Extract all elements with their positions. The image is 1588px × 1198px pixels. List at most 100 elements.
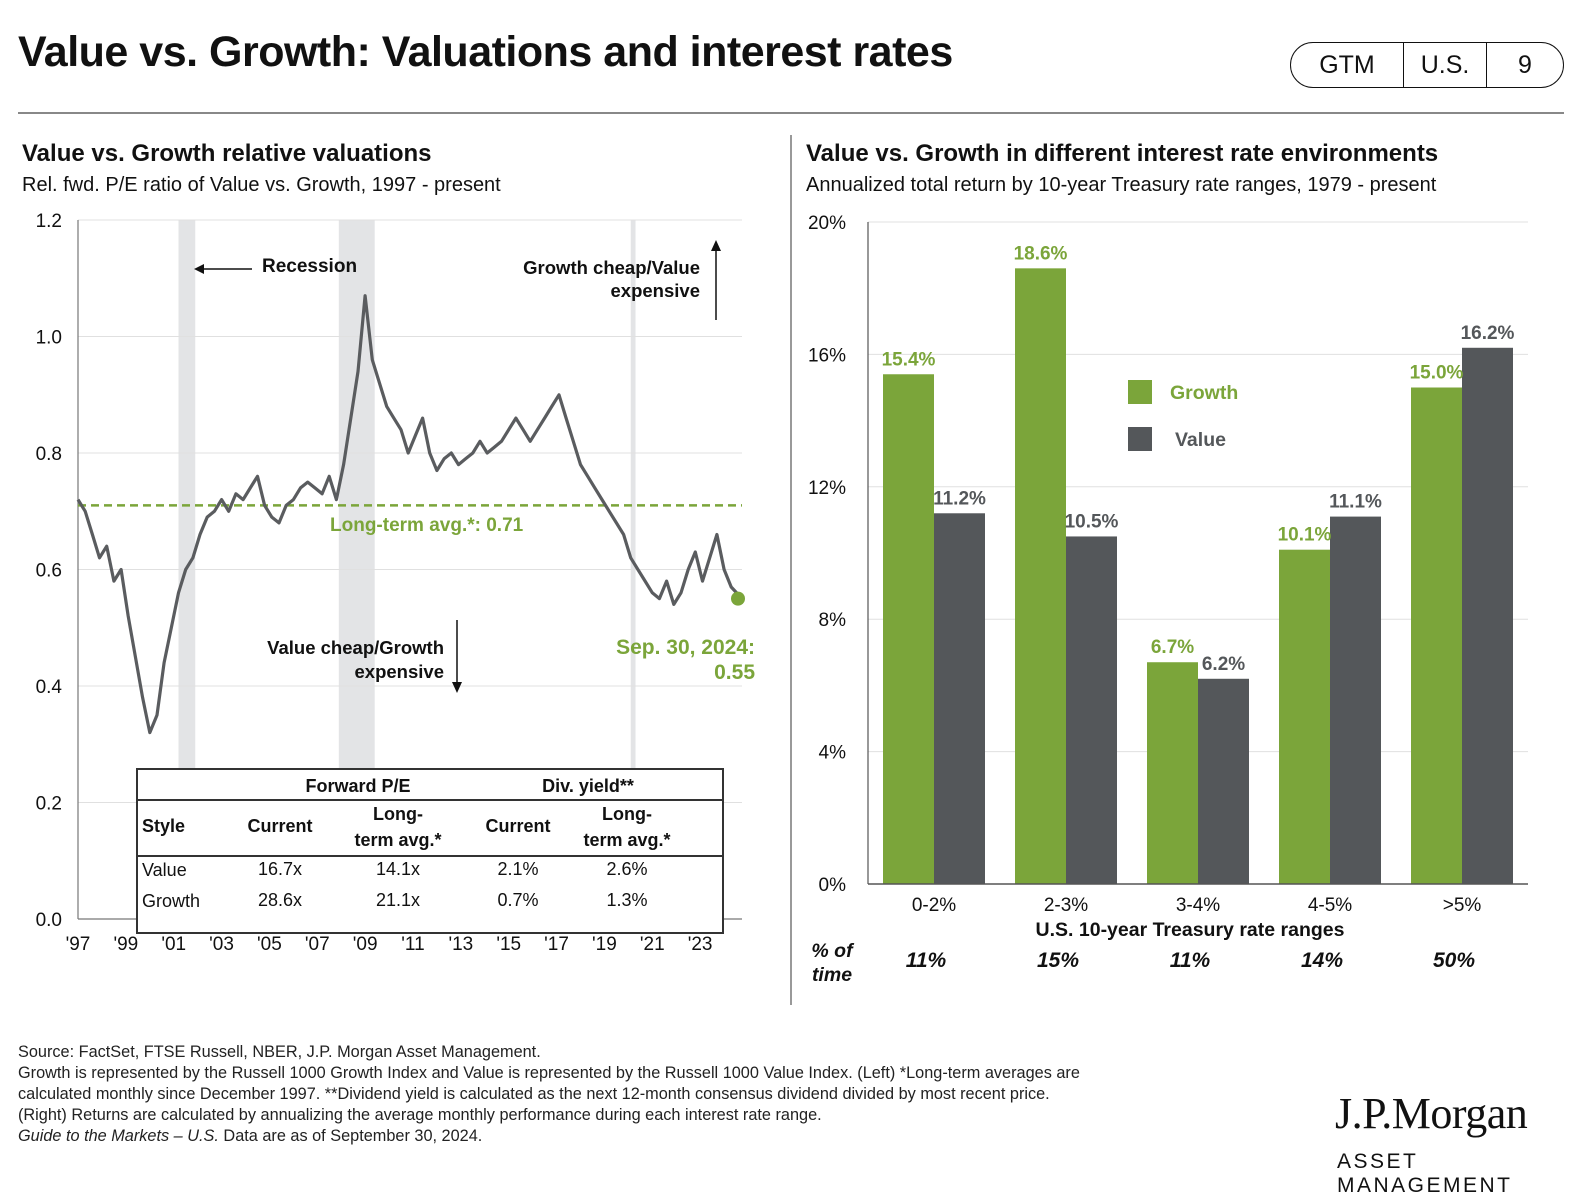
footnotes: Source: FactSet, FTSE Russell, NBER, J.P… [18, 1042, 1308, 1147]
down-arrow-head [452, 682, 462, 693]
footnote-2: calculated monthly since December 1997. … [18, 1085, 1050, 1103]
table-header-dy-avg-2: term avg.* [583, 830, 671, 850]
pct-time-value: 11% [1170, 949, 1211, 972]
value-cheap-label-1: Value cheap/Growth [267, 637, 444, 658]
x-tick-labels: 0-2% 2-3% 3-4% 4-5% >5% [912, 895, 1482, 916]
x-tick-labels: '97 '99 '01 '03 '05 '07 '09 '11 '13 '15 '17 '19 '21 '… [66, 934, 713, 955]
up-arrow-head [711, 240, 721, 251]
bar-value-label: 6.2% [1202, 654, 1245, 675]
gtm-badge-label: GTM [1291, 43, 1404, 87]
y-tick-label: 4% [819, 743, 847, 764]
x-tick-label: '13 [448, 934, 473, 955]
pct-time-values: 11% 15% 11% 14% 50% [906, 949, 1476, 972]
y-tick-labels: 0% 4% 8% 12% 16% 20% [808, 213, 846, 896]
y-tick-label: 0.8 [36, 444, 62, 465]
x-tick-label: '11 [401, 934, 424, 955]
y-tick-label: 12% [808, 478, 846, 499]
pct-time-value: 15% [1037, 949, 1079, 972]
x-axis-title: U.S. 10-year Treasury rate ranges [1036, 919, 1345, 941]
table-header-pe-avg-1: Long- [373, 804, 423, 824]
y-tick-label: 0.4 [36, 677, 63, 698]
y-tick-label: 16% [808, 345, 846, 366]
value-cheap-label-2: expensive [355, 661, 444, 682]
x-tick-label: '09 [353, 934, 378, 955]
bar-value-label: 10.5% [1065, 511, 1119, 532]
x-tick-label: '01 [161, 934, 186, 955]
region-badge-label: U.S. [1404, 43, 1487, 87]
relative-pe-series-line [76, 294, 744, 735]
y-gridlines [78, 219, 742, 803]
bar-value-label: 16.2% [1461, 323, 1515, 344]
page-title: Value vs. Growth: Valuations and interes… [18, 28, 953, 76]
left-chart-title: Value vs. Growth relative valuations [22, 140, 432, 167]
table-cell: 28.6x [257, 890, 303, 910]
x-tick-label: '99 [113, 934, 138, 955]
growth-cheap-label-1: Growth cheap/Value [523, 257, 700, 278]
table-header-pe-current: Current [247, 816, 313, 836]
jpmorgan-logo: J.P.Morgan [1335, 1089, 1528, 1138]
table-cell: 16.7x [257, 859, 303, 879]
gtm-badge: GTM U.S. 9 [1290, 42, 1564, 88]
latest-label-date: Sep. 30, 2024: [616, 636, 755, 659]
y-tick-label: 0.0 [36, 910, 62, 931]
y-tick-label: 1.2 [36, 211, 62, 232]
bar-value-label: 15.4% [882, 349, 936, 370]
pct-time-value: 11% [906, 949, 947, 972]
footnote-guide-title: Guide to the Markets – U.S. [18, 1127, 219, 1145]
table-cell-style: Value [142, 860, 187, 880]
bar-growth [1015, 268, 1066, 885]
x-tick-label: 0-2% [912, 895, 956, 916]
x-tick-label: '23 [688, 934, 713, 955]
footnote-source: Source: FactSet, FTSE Russell, NBER, J.P… [18, 1043, 541, 1061]
bar-value [1198, 678, 1249, 884]
bar-value [934, 513, 985, 884]
table-cell: 21.1x [375, 890, 421, 910]
footnote-3: (Right) Returns are calculated by annual… [18, 1106, 822, 1124]
pct-time-value: 14% [1301, 949, 1343, 972]
table-header-style: Style [142, 816, 186, 836]
rate-environment-bar-chart: 0% 4% 8% 12% 16% 20% 15.4% 11.2% 18.6% 10.5% 6.7%… [808, 213, 1528, 986]
latest-label-value: 0.55 [714, 661, 755, 684]
bar-value-label: 15.0% [1410, 363, 1464, 384]
table-cell-style: Growth [142, 891, 201, 911]
y-tick-label: 0% [819, 875, 847, 896]
table-cell: 2.1% [497, 859, 539, 879]
avg-label: Long-term avg.*: 0.71 [330, 515, 524, 536]
bar-growth [1411, 387, 1462, 884]
x-tick-label: '15 [496, 934, 521, 955]
bar-value-label: 11.1% [1329, 492, 1382, 513]
x-tick-label: 4-5% [1308, 895, 1352, 916]
header-divider [18, 112, 1564, 114]
table-group-div-yield: Div. yield** [542, 776, 634, 796]
legend: Growth Value [1128, 380, 1238, 451]
recession-label: Recession [262, 256, 357, 277]
y-tick-labels: 0.0 0.2 0.4 0.6 0.8 1.0 1.2 [36, 211, 63, 931]
table-rule-header [138, 855, 722, 857]
y-tick-label: 8% [819, 610, 847, 631]
legend-label-growth: Growth [1170, 382, 1238, 404]
pct-time-label-2: time [812, 964, 852, 986]
valuation-table: Forward P/E Div. yield** Style Current L… [136, 768, 724, 934]
footnote-1: Growth is represented by the Russell 100… [18, 1064, 1080, 1082]
table-cell: 0.7% [497, 890, 539, 910]
bar-value-label: 18.6% [1014, 243, 1068, 264]
y-tick-label: 1.0 [36, 328, 62, 349]
x-tick-label: '05 [257, 934, 282, 955]
table-header-dy-avg-1: Long- [602, 804, 652, 824]
table-cell: 1.3% [606, 890, 648, 910]
table-group-forward-pe: Forward P/E [305, 776, 411, 796]
right-chart-title: Value vs. Growth in different interest r… [806, 140, 1439, 167]
y-tick-label: 0.6 [36, 561, 62, 582]
x-tick-label: '97 [66, 934, 91, 955]
table-rule-top [138, 799, 722, 801]
latest-value-marker [731, 591, 745, 606]
bar-growth [1279, 549, 1330, 884]
legend-swatch-value [1128, 427, 1152, 451]
x-tick-label: 3-4% [1176, 895, 1220, 916]
table-header-pe-avg-2: term avg.* [354, 830, 442, 850]
bar-value-label: 6.7% [1151, 637, 1194, 658]
table-header-dy-current: Current [485, 816, 551, 836]
footnote-asof: Data are as of September 30, 2024. [218, 1127, 483, 1145]
bar-value-labels: 15.4% 11.2% 18.6% 10.5% 6.7% 6.2% 10.1% 11.1% 15… [882, 243, 1515, 674]
y-tick-label: 0.2 [36, 794, 62, 815]
